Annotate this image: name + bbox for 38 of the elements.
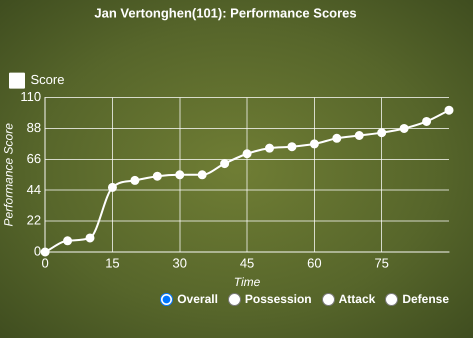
x-tick-label: 60	[307, 255, 322, 270]
point	[242, 149, 252, 158]
point	[377, 128, 386, 138]
point	[444, 106, 454, 115]
point	[108, 182, 117, 192]
point	[310, 139, 319, 148]
text: Possession	[244, 292, 312, 306]
x-tick-label: 45	[240, 255, 254, 270]
y-tick-label: 66	[26, 150, 42, 166]
point	[332, 134, 342, 143]
x-axis-title: Time	[234, 275, 261, 290]
x-tick-label: 30	[172, 255, 187, 270]
point	[40, 248, 50, 256]
legend-label: Score	[30, 72, 64, 88]
x-tick-label: 75	[374, 255, 389, 270]
point	[265, 144, 274, 153]
y-axis-title: Performance Score	[2, 122, 16, 226]
text: Overall	[177, 292, 218, 306]
text: Attack	[338, 292, 376, 306]
text: Defense	[402, 292, 449, 306]
y-tick-label: 110	[20, 89, 42, 104]
chart-title: Jan Vertonghen(101): Performance Scores	[94, 5, 357, 20]
point	[422, 116, 432, 126]
point	[287, 142, 296, 152]
point	[175, 170, 184, 180]
point	[198, 170, 207, 180]
point	[152, 172, 162, 181]
point	[130, 176, 140, 185]
x-tick-label: 15	[105, 255, 120, 270]
point	[220, 159, 230, 168]
point	[400, 124, 409, 133]
y-tick-label: 44	[26, 182, 42, 197]
y-tick-label: 22	[26, 212, 42, 228]
point	[63, 236, 72, 246]
point	[86, 233, 94, 242]
y-tick-label: 88	[26, 120, 42, 136]
point	[354, 131, 364, 140]
y-tick-label: 0	[34, 244, 42, 259]
